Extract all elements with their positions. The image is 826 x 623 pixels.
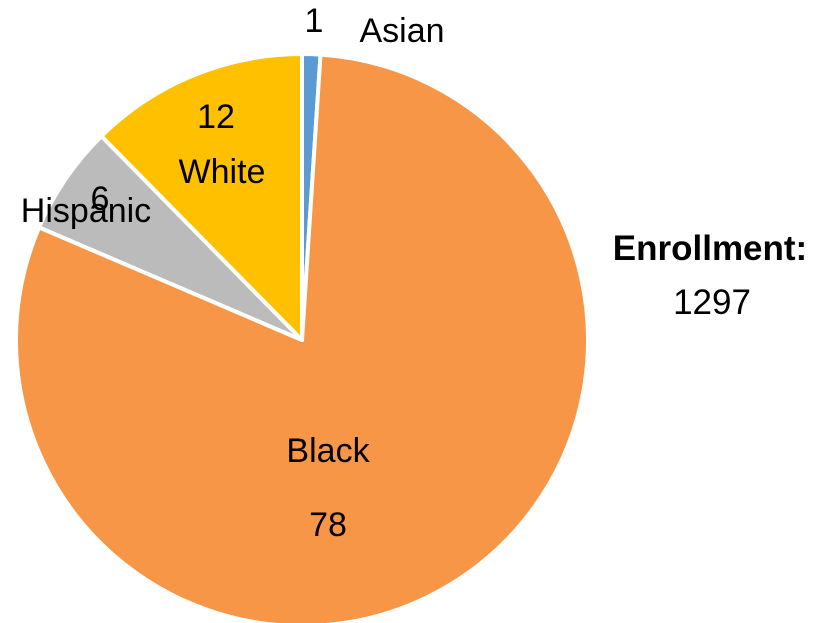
pie-slice-white [99, 52, 304, 342]
data-label-black-value: 78 [309, 506, 347, 544]
data-label-black-category: Black [286, 432, 370, 470]
data-label-asian-category: Asian [359, 12, 444, 50]
data-label-white-value: 12 [197, 98, 235, 136]
data-label-hispanic-category: Hispanic [21, 192, 151, 230]
data-label-asian-value: 1 [305, 2, 324, 40]
pie-slices [14, 52, 590, 623]
pie-slice-black [14, 52, 590, 623]
enrollment-value: 1297 [673, 283, 751, 322]
data-label-hispanic-value: 6 [91, 180, 110, 218]
enrollment-label: Enrollment: [613, 229, 807, 268]
data-label-white-category: White [179, 153, 266, 191]
